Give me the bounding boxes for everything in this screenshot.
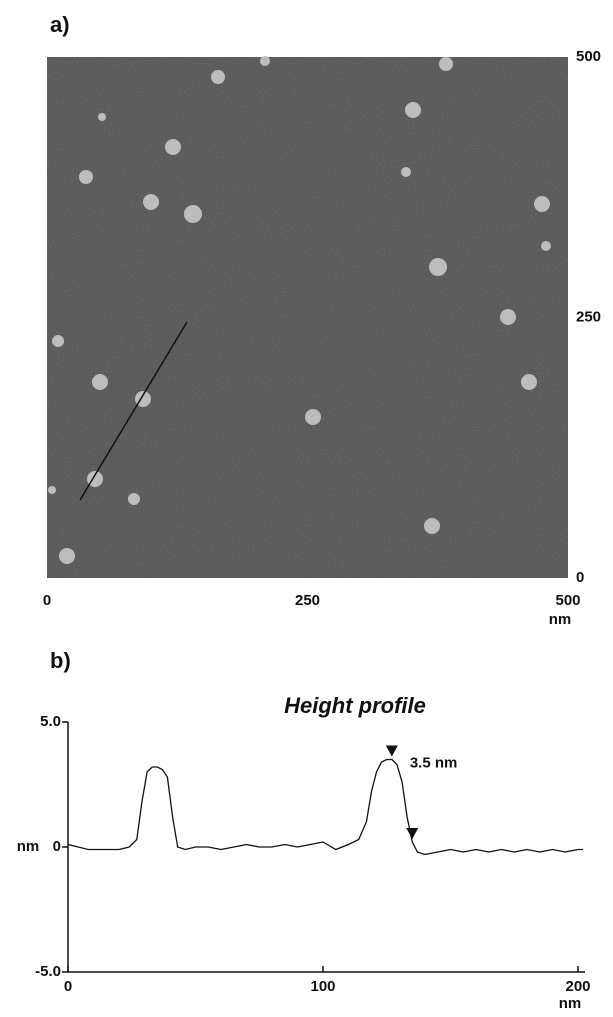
chart-title: Height profile	[284, 693, 426, 718]
particle	[211, 70, 225, 84]
particle	[184, 205, 202, 223]
y-tick-label: 5.0	[40, 713, 61, 730]
particle	[98, 113, 106, 121]
y-axis-unit: nm	[17, 838, 40, 855]
y-tick-label: -5.0	[35, 963, 61, 980]
particle	[401, 167, 411, 177]
annotation: 3.5 nm	[410, 754, 458, 771]
particles	[48, 56, 551, 564]
profile-line	[79, 321, 188, 501]
particle	[260, 56, 270, 66]
x-tick-label: 100	[310, 978, 335, 995]
y-tick-label: 500	[576, 48, 601, 65]
particle	[405, 102, 421, 118]
y-tick-label: 250	[576, 308, 601, 325]
particle	[128, 493, 140, 505]
x-tick-label: 200	[565, 978, 590, 995]
x-tick-label: 0	[64, 978, 72, 995]
x-tick-label: 250	[295, 592, 320, 609]
marker	[406, 828, 419, 839]
particle	[534, 196, 550, 212]
x-axis-unit: nm	[549, 611, 572, 628]
particle	[79, 170, 93, 184]
particle	[521, 374, 537, 390]
particle	[500, 309, 516, 325]
particle	[424, 518, 440, 534]
x-axis-unit: nm	[559, 995, 582, 1012]
marker	[385, 745, 398, 757]
x-tick-label: 0	[43, 592, 51, 609]
particle	[48, 486, 56, 494]
panel-label: b)	[50, 648, 71, 673]
particle	[165, 139, 181, 155]
image-noise	[47, 57, 568, 578]
y-tick-label: 0	[576, 569, 584, 586]
particle	[143, 194, 159, 210]
x-tick-label: 500	[555, 592, 580, 609]
panel-label: a)	[50, 12, 70, 37]
particle	[59, 548, 75, 564]
y-tick-label: 0	[53, 838, 61, 855]
particle	[429, 258, 447, 276]
particle	[439, 57, 453, 71]
profile-line	[67, 758, 584, 856]
particle	[541, 241, 551, 251]
afm-image	[47, 56, 568, 578]
particle	[305, 409, 321, 425]
particle	[92, 374, 108, 390]
particle	[52, 335, 64, 347]
